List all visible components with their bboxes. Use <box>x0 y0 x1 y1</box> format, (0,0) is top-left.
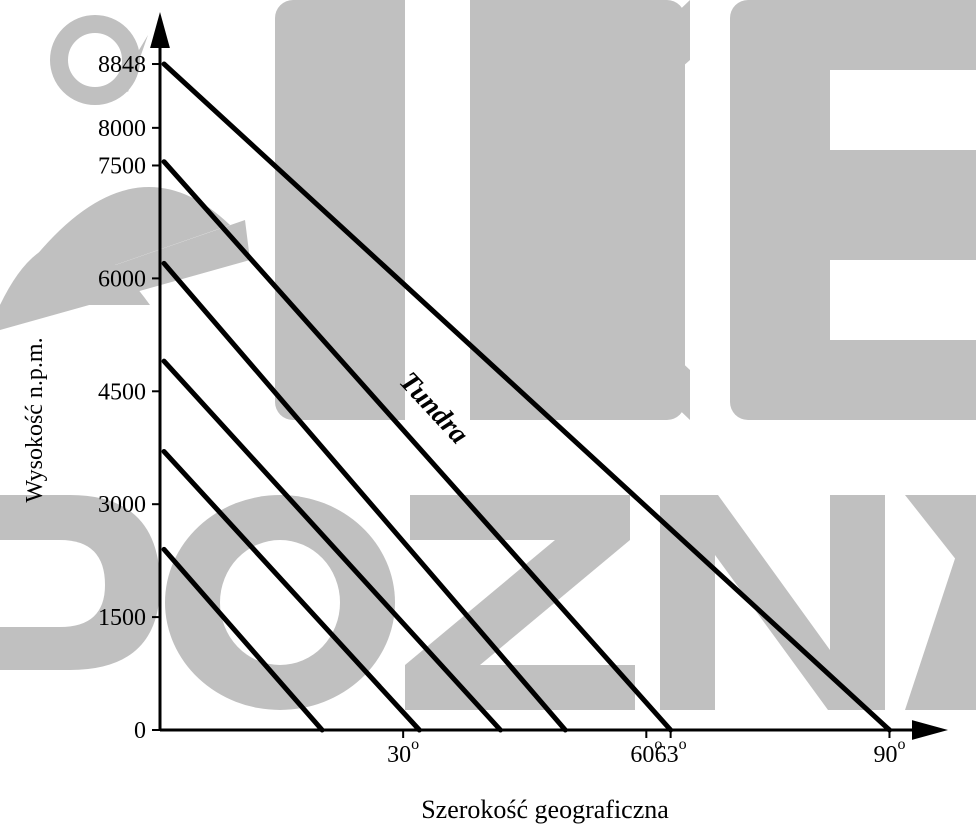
chart-container: 0150030004500600075008000884830o60o63o90… <box>0 0 976 836</box>
y-axis-label: Wysokość n.p.m. <box>22 337 48 502</box>
x-tick-label: 90o <box>873 736 905 768</box>
x-axis-label: Szerokość geograficzna <box>421 795 669 824</box>
y-tick-label: 8848 <box>98 52 146 78</box>
y-tick-label: 7500 <box>98 153 146 179</box>
y-tick-label: 1500 <box>98 605 146 631</box>
y-tick-label: 3000 <box>98 492 146 518</box>
y-tick-label: 4500 <box>98 379 146 405</box>
y-tick-label: 8000 <box>98 116 146 142</box>
chart-svg: 0150030004500600075008000884830o60o63o90… <box>0 0 976 836</box>
y-tick-label: 6000 <box>98 266 146 292</box>
watermark <box>0 0 976 710</box>
y-tick-label: 0 <box>134 718 146 744</box>
x-tick-label: 30o <box>387 736 419 768</box>
